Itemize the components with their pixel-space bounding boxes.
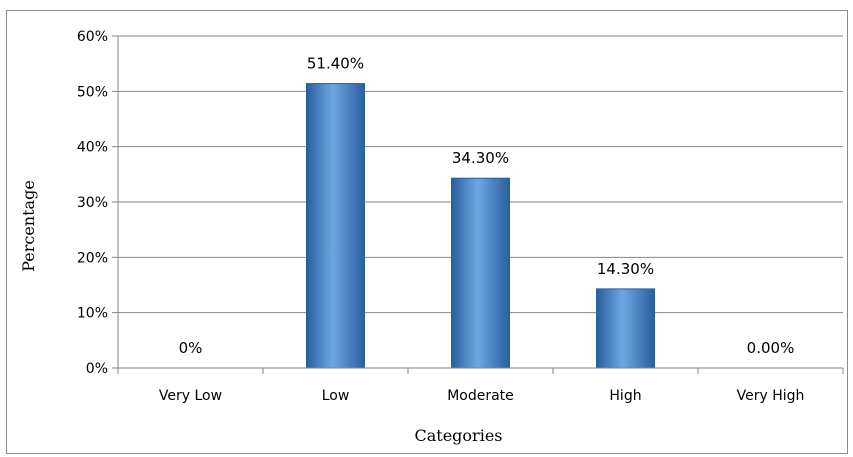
data-label: 51.40%	[307, 55, 364, 73]
data-label: 0.00%	[747, 339, 795, 357]
y-tick-label: 60%	[77, 29, 108, 45]
data-label: 0%	[179, 339, 203, 357]
y-tick-label: 30%	[77, 195, 108, 211]
y-tick-label: 40%	[77, 140, 108, 156]
x-tick-label: Very Low	[159, 388, 222, 404]
data-label: 14.30%	[597, 260, 654, 278]
data-label: 34.30%	[452, 149, 509, 167]
x-tick-label: Low	[322, 388, 350, 404]
y-tick-label: 50%	[77, 84, 108, 100]
x-tick-label: High	[609, 388, 641, 404]
y-tick-label: 20%	[77, 250, 108, 266]
y-tick-label: 0%	[86, 361, 108, 377]
bar-high	[596, 288, 655, 369]
bar-low	[306, 83, 365, 369]
x-axis-title: Categories	[415, 426, 503, 445]
y-axis-title: Percentage	[19, 180, 38, 272]
y-tick-label: 10%	[77, 306, 108, 322]
x-tick-label: Moderate	[447, 388, 514, 404]
chart-frame	[6, 10, 848, 454]
x-tick-label: Very High	[737, 388, 805, 404]
bar-moderate	[451, 177, 510, 369]
